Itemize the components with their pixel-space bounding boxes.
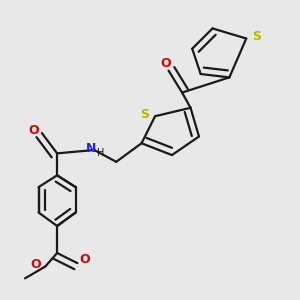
Text: O: O — [28, 124, 39, 137]
Text: S: S — [252, 30, 261, 44]
Text: H: H — [97, 148, 104, 158]
Text: O: O — [80, 253, 90, 266]
Text: N: N — [86, 142, 96, 155]
Text: O: O — [31, 258, 41, 271]
Text: S: S — [140, 108, 149, 121]
Text: O: O — [160, 57, 170, 70]
